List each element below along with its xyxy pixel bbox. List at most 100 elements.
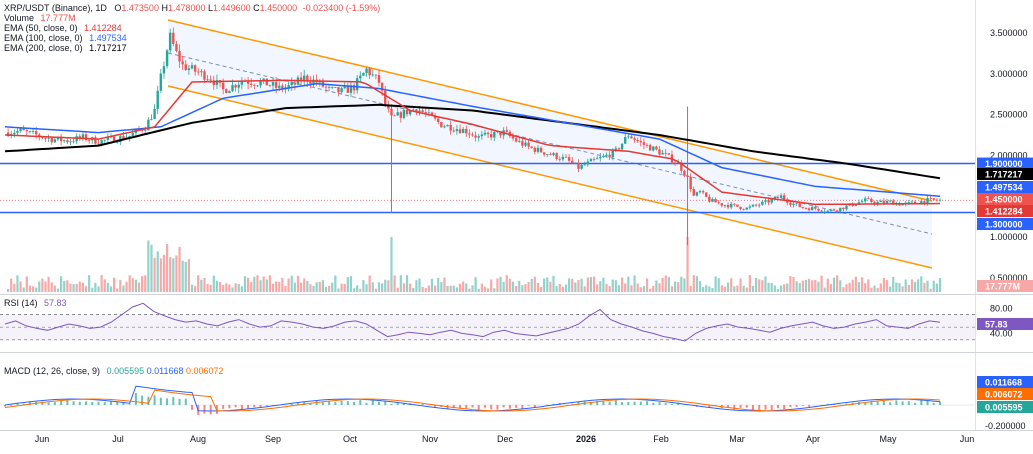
candle-body	[16, 131, 18, 133]
volume-bar	[630, 285, 632, 292]
ema100-row[interactable]: EMA (100, close, 0) 1.497534	[4, 33, 380, 43]
volume-bar	[814, 280, 816, 292]
candle-body	[518, 141, 520, 142]
volume-bar	[393, 275, 395, 292]
candle-body	[340, 88, 342, 92]
volume-bar	[652, 286, 654, 292]
macd-hist-bar	[920, 400, 922, 405]
candle-body	[19, 129, 21, 131]
macd-hist-bar	[914, 403, 916, 405]
volume-bar	[475, 277, 477, 292]
candle-body	[412, 109, 414, 110]
candle-body	[531, 147, 533, 148]
volume-bar	[337, 288, 339, 292]
ema50-label: EMA (50, close, 0)	[4, 23, 78, 33]
volume-bar	[428, 285, 430, 292]
candle-body	[568, 157, 570, 161]
volume-bar	[266, 279, 268, 292]
volume-bar	[375, 289, 377, 292]
volume-bar	[892, 277, 894, 292]
candle-body	[197, 72, 199, 73]
pane-separator[interactable]	[0, 294, 1033, 295]
macd-hist-bar	[210, 405, 212, 414]
volume-bar	[521, 285, 523, 292]
candle-body	[845, 206, 847, 210]
volume-bar	[397, 288, 399, 292]
candle-body	[749, 206, 751, 207]
candle-body	[926, 198, 928, 203]
candle-body	[543, 152, 545, 154]
ema50-row[interactable]: EMA (50, close, 0) 1.412284	[4, 23, 380, 33]
volume-bar	[91, 288, 93, 292]
symbol-title[interactable]: XRP/USDT (Binance), 1D	[4, 3, 107, 13]
volume-bar	[450, 286, 452, 292]
candle-body	[191, 65, 193, 68]
candle-body	[35, 131, 37, 134]
ema100-value: 1.497534	[89, 33, 127, 43]
volume-bar	[562, 287, 564, 292]
volume-bar	[387, 280, 389, 292]
volume-bar	[849, 283, 851, 292]
candle-body	[836, 210, 838, 211]
macd-hist-bar	[478, 405, 480, 410]
macd-hist-bar	[172, 397, 174, 405]
volume-bar	[129, 275, 131, 292]
volume-bar	[443, 278, 445, 292]
volume-bar	[431, 279, 433, 292]
volume-bar	[244, 276, 246, 292]
volume-bar	[718, 278, 720, 292]
candle-body	[886, 201, 888, 203]
candle-body	[66, 140, 68, 142]
volume-bar	[920, 276, 922, 292]
volume-bar	[191, 285, 193, 292]
candle-body	[222, 83, 224, 89]
level-tag-1900: 1.900000	[977, 158, 1033, 170]
volume-bar	[761, 280, 763, 292]
macd-hist-bar	[341, 401, 343, 405]
last-price-tag: 1.450000	[977, 193, 1033, 205]
volume-bar	[767, 283, 769, 292]
volume-bar	[699, 281, 701, 292]
candle-body	[880, 201, 882, 202]
volume-bar	[206, 284, 208, 292]
volume-bar	[609, 286, 611, 292]
candle-body	[256, 85, 258, 86]
macd-hist-bar	[322, 402, 324, 405]
volume-bar	[97, 286, 99, 292]
volume-bar	[496, 278, 498, 292]
pane-separator[interactable]	[0, 352, 1033, 353]
volume-bar	[780, 286, 782, 292]
volume-bar	[926, 281, 928, 292]
volume-bar	[263, 277, 265, 292]
volume-row[interactable]: Volume 17.777M	[4, 13, 380, 23]
candle-body	[362, 73, 364, 76]
symbol-row[interactable]: XRP/USDT (Binance), 1D O1.473500 H1.4780…	[4, 3, 380, 13]
rsi-legend[interactable]: RSI (14) 57.83	[4, 298, 67, 308]
price-tick-label: 3.000000	[990, 69, 1028, 79]
macd-hist-bar	[48, 403, 50, 405]
macd-legend[interactable]: MACD (12, 26, close, 9) 0.005595 0.01166…	[4, 366, 224, 376]
volume-bar	[188, 259, 190, 292]
candle-body	[384, 91, 386, 105]
volume-bar	[150, 245, 152, 292]
ohlc-change-value: -0.023400 (-1.59%)	[303, 3, 381, 13]
volume-bar	[487, 288, 489, 292]
volume-bar	[774, 285, 776, 292]
macd-hist-bar	[235, 405, 237, 407]
ema200-row[interactable]: EMA (200, close, 0) 1.717217	[4, 43, 380, 53]
volume-bar	[316, 282, 318, 292]
macd-hist-bar	[60, 401, 62, 405]
volume-bar	[163, 255, 165, 292]
volume-bar	[306, 281, 308, 292]
volume-bar	[571, 279, 573, 292]
time-tick-sep: Sep	[265, 434, 281, 444]
candle-body	[82, 134, 84, 138]
macd-hist-bar	[222, 405, 224, 409]
macd-hist-bar	[671, 404, 673, 405]
candle-body	[755, 205, 757, 206]
volume-bar	[353, 288, 355, 292]
volume-bar	[141, 276, 143, 292]
macd-hist-bar	[758, 405, 760, 410]
